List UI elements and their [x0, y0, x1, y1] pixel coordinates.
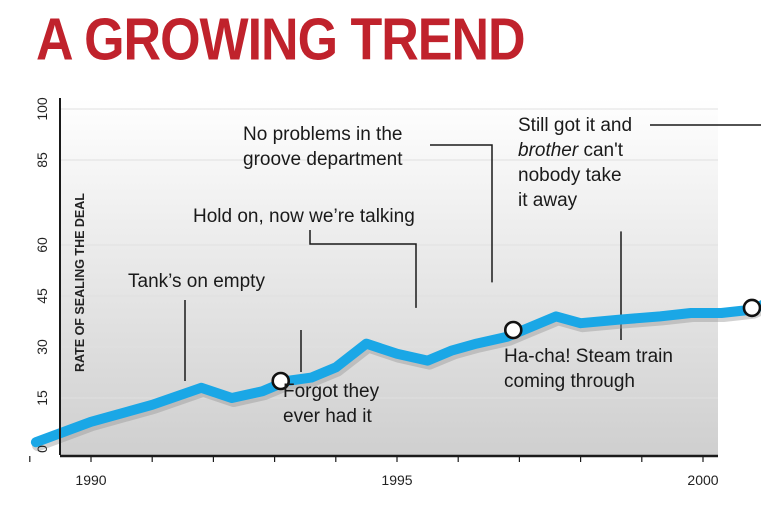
y-tick-label: 60	[34, 237, 50, 253]
annotation-text: Hold on, now we’re talking	[193, 206, 415, 227]
data-point-marker	[742, 298, 761, 318]
y-tick-label: 15	[34, 390, 50, 406]
markers	[271, 298, 761, 391]
annotation-line: No problems in the	[243, 124, 402, 145]
annotation-line: Tank’s on empty	[128, 271, 265, 292]
y-tick-label: 0	[34, 445, 50, 453]
annotations: Tank’s on empty Forgot they ever had it Hol…	[128, 115, 673, 427]
annotation-leader-line	[309, 230, 417, 308]
data-point-marker	[271, 371, 291, 391]
annotation-text: No problems in the groove department	[243, 124, 403, 170]
annotation-line: brother can't	[518, 140, 624, 161]
x-tick-label: 1995	[381, 472, 412, 488]
y-tick-label: 45	[34, 288, 50, 304]
annotation-text: Ha-cha! Steam train coming through	[504, 346, 673, 392]
chart-title: A GROWING TREND	[36, 6, 526, 74]
annotation-italic-word: brother	[518, 140, 579, 161]
annotation-line: Ha-cha! Steam train	[504, 346, 673, 367]
annotation-line: groove department	[243, 149, 403, 170]
x-tick-label: 1990	[75, 472, 106, 488]
annotation-line-rest: can't	[578, 140, 624, 161]
annotation-line: Hold on, now we’re talking	[193, 206, 415, 227]
y-tick-label: 100	[34, 97, 50, 121]
axes	[29, 98, 718, 462]
annotation-leader-line	[430, 144, 493, 283]
y-tick-label: 85	[34, 152, 50, 168]
data-point-marker	[503, 320, 523, 340]
annotation-text: Tank’s on empty	[128, 271, 265, 292]
y-tick-labels: 0 15 30 45 60 85 100	[34, 97, 50, 453]
y-axis-label: RATE OF SEALING THE DEAL	[73, 193, 87, 372]
x-tick-label: 2000	[687, 472, 718, 488]
annotation-text: Forgot they ever had it	[283, 381, 380, 427]
annotation-line: Still got it and	[518, 115, 632, 136]
annotation-line: Forgot they	[283, 381, 380, 402]
annotation-line: it away	[518, 190, 578, 211]
annotation-text: Still got it and brother can't nobody take…	[518, 115, 632, 211]
annotation-line: nobody take	[518, 165, 622, 186]
y-tick-label: 30	[34, 339, 50, 355]
annotation-line: ever had it	[283, 406, 372, 427]
annotation-line: coming through	[504, 371, 635, 392]
x-tick-labels: 19901995200020052010	[75, 472, 718, 488]
